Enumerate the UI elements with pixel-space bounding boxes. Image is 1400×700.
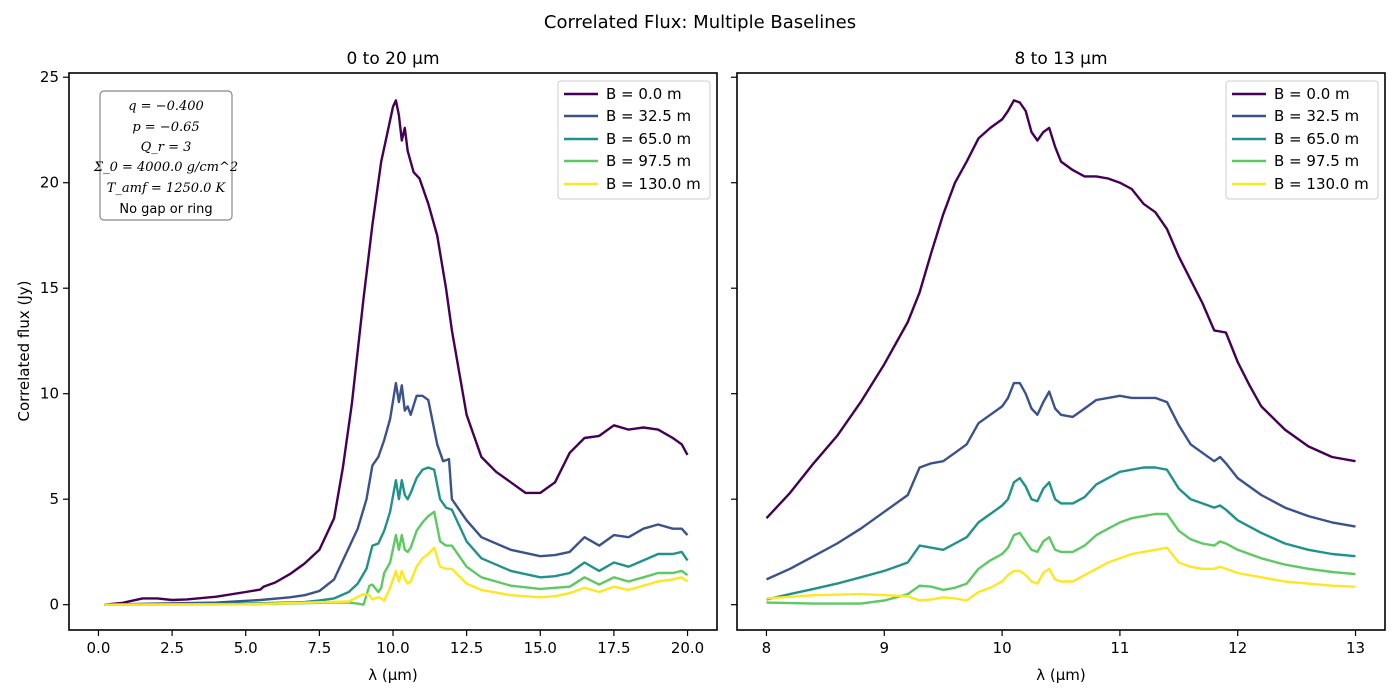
legend-label-b97: B = 97.5 m [606, 152, 691, 170]
x-tick-label: 0.0 [87, 639, 111, 657]
panel-left-ylabel: Correlated flux (Jy) [15, 281, 33, 422]
x-tick-label: 10.0 [376, 639, 409, 657]
x-tick-label: 5.0 [234, 639, 258, 657]
legend-label-b0: B = 0.0 m [606, 85, 682, 103]
series-line-b-32-5-m [766, 381, 1356, 581]
series-line-b-130-0-m [766, 546, 1356, 602]
param-sigma0: Σ_0 = 4000.0 g/cm^2 [93, 160, 238, 175]
series-line-b-130-0-m [104, 546, 689, 606]
param-qr: Q_r = 3 [141, 140, 192, 155]
panel-right-frame [736, 72, 1386, 631]
series-line-b-0-0-m [765, 99, 1356, 520]
panel-left-lines [104, 99, 689, 606]
series-line-b-65-0-m [766, 466, 1356, 601]
panel-right-lines [765, 99, 1356, 605]
x-tick-label: 12 [1228, 639, 1247, 657]
series-line-b-0-0-m [104, 99, 689, 606]
panel-right: 8 to 13 μm 8 9 10 11 12 13 λ (μm) B = 0.0 m B… [731, 49, 1386, 684]
legend-label-b32: B = 32.5 m [606, 107, 691, 125]
param-gap-note: No gap or ring [119, 202, 212, 217]
y-tick-label: 0 [49, 596, 59, 614]
x-tick-label: 15.0 [524, 639, 557, 657]
panel-left: 0 to 20 μm 0.0 2.5 5.0 7.5 10.0 12.5 15.0 17.5 2… [15, 49, 718, 684]
legend-label-b0: B = 0.0 m [1274, 85, 1350, 103]
legend-label-b130: B = 130.0 m [1274, 175, 1369, 193]
legend-label-b65: B = 65.0 m [606, 130, 691, 148]
x-tick-label: 9 [879, 639, 889, 657]
panel-right-ticks: 8 9 10 11 12 13 [731, 76, 1365, 657]
y-tick-label: 10 [40, 385, 59, 403]
legend-label-b32: B = 32.5 m [1274, 107, 1359, 125]
legend-frame [557, 80, 711, 200]
panel-right-title: 8 to 13 μm [1014, 49, 1107, 69]
figure-suptitle: Correlated Flux: Multiple Baselines [544, 12, 856, 33]
y-tick-label: 20 [40, 174, 59, 192]
legend-label-b65: B = 65.0 m [1274, 130, 1359, 148]
y-tick-label: 15 [40, 279, 59, 297]
series-line-b-97-5-m [104, 510, 689, 606]
x-tick-label: 20.0 [671, 639, 704, 657]
panel-left-title: 0 to 20 μm [346, 49, 439, 69]
panel-left-xlabel: λ (μm) [368, 666, 418, 684]
series-line-b-32-5-m [104, 381, 689, 606]
legend-label-b130: B = 130.0 m [606, 175, 701, 193]
panel-left-ticks: 0.0 2.5 5.0 7.5 10.0 12.5 15.0 17.5 20.0 0 5 10 15 20… [40, 68, 704, 657]
x-tick-label: 8 [762, 639, 772, 657]
x-tick-label: 13 [1346, 639, 1365, 657]
x-tick-label: 12.5 [450, 639, 483, 657]
series-line-b-97-5-m [766, 512, 1356, 605]
panel-right-legend: B = 0.0 m B = 32.5 m B = 65.0 m B = 97.5… [1225, 80, 1379, 200]
y-tick-label: 25 [40, 68, 59, 86]
panel-left-legend: B = 0.0 m B = 32.5 m B = 65.0 m B = 97.5… [557, 80, 711, 200]
series-line-b-65-0-m [104, 466, 689, 606]
parameters-box: q = −0.400 p = −0.65 Q_r = 3 Σ_0 = 4000.… [93, 90, 238, 221]
x-tick-label: 7.5 [307, 639, 331, 657]
legend-label-b97: B = 97.5 m [1274, 152, 1359, 170]
parameters-box-frame [99, 90, 233, 221]
param-p: p = −0.65 [132, 120, 199, 135]
x-tick-label: 11 [1110, 639, 1129, 657]
param-tamf: T_amf = 1250.0 K [107, 181, 227, 196]
x-tick-label: 10 [993, 639, 1012, 657]
x-tick-label: 17.5 [597, 639, 630, 657]
legend-frame [1225, 80, 1379, 200]
panel-right-xlabel: λ (μm) [1036, 666, 1086, 684]
y-tick-label: 5 [49, 490, 59, 508]
param-q: q = −0.400 [128, 99, 204, 114]
x-tick-label: 2.5 [160, 639, 184, 657]
